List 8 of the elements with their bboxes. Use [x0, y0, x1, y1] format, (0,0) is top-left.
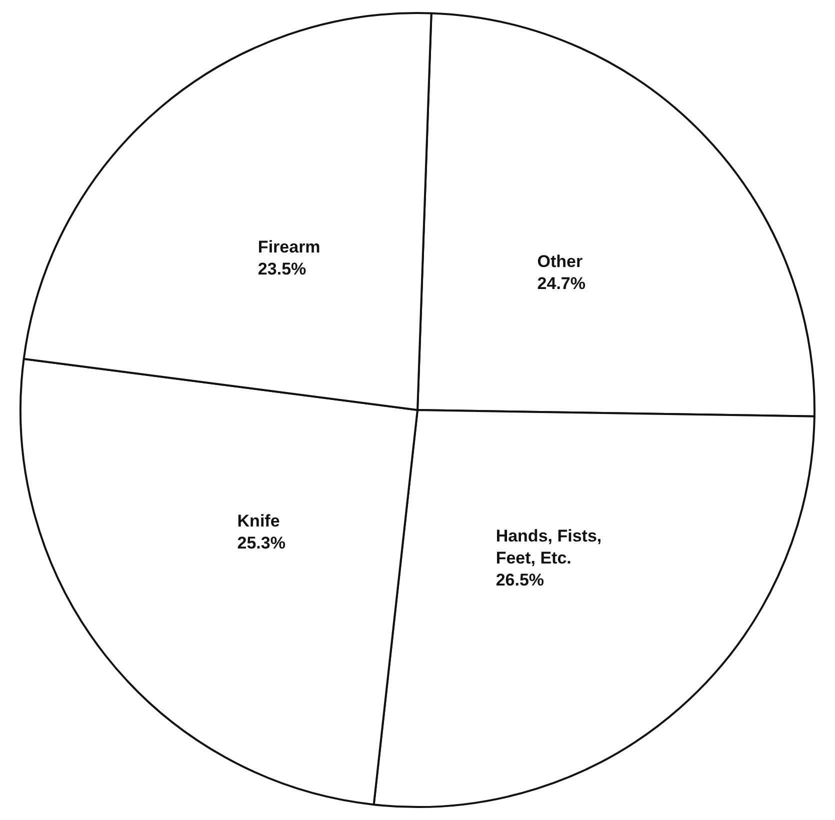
data-label: 25.3% — [237, 533, 286, 552]
data-label: 24.7% — [537, 274, 586, 293]
data-label: 26.5% — [496, 570, 544, 590]
data-label: 23.5% — [258, 259, 306, 278]
slice-label: Hands, Fists, Feet, Etc. — [496, 526, 602, 568]
slice-label: Firearm — [258, 237, 320, 256]
slice-label: Knife — [237, 511, 280, 530]
slice-label: Other — [537, 252, 584, 271]
